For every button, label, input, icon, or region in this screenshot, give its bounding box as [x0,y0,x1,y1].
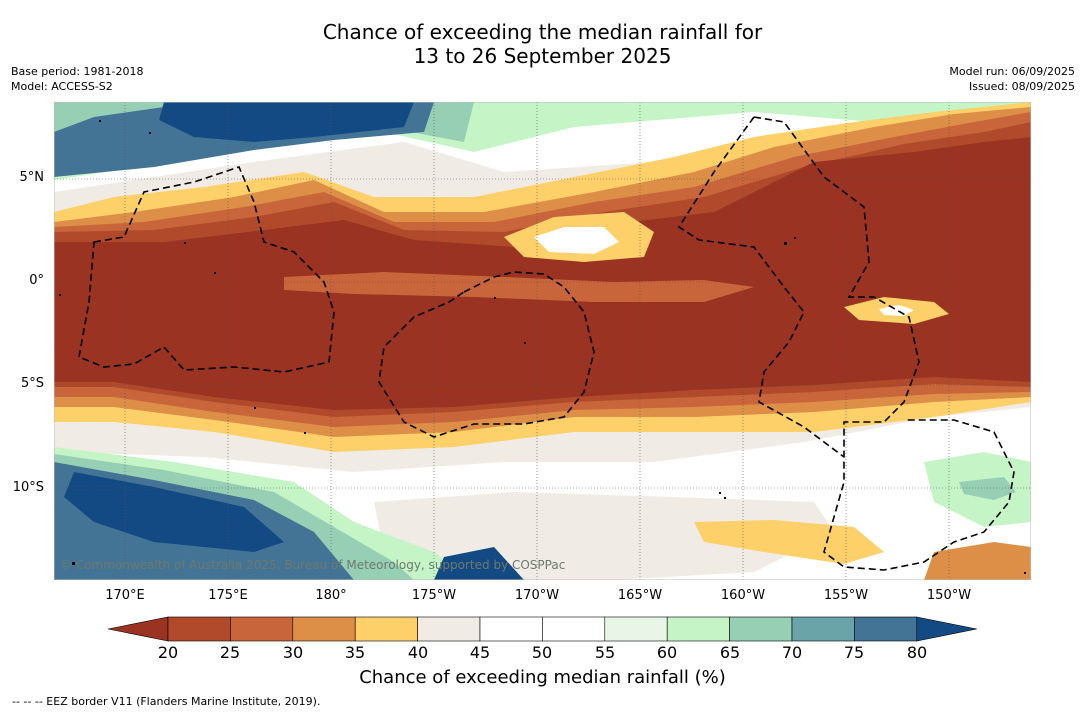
orange-stripe-mid [284,272,754,302]
copyright-notice: © Commonwealth of Australia 2025, Bureau… [60,558,566,572]
colorbar-tick: 45 [469,643,491,662]
issued-date: Issued: 08/09/2025 [968,80,1075,93]
white-patch-east [879,305,914,316]
south-darkblue-small [434,547,524,580]
chart-title: Chance of exceeding the median rainfall … [0,20,1085,68]
colorbar-tick: 75 [843,643,865,662]
colorbar-tick: 55 [594,643,616,662]
lat-label-5s: 5°S [20,376,44,391]
title-line-1: Chance of exceeding the median rainfall … [322,20,763,44]
colorbar-box [729,616,793,642]
eez-borders [78,116,1015,571]
south-teal-patch-east [959,477,1016,500]
north-darkblue [159,102,414,142]
colorbar-box [354,616,418,642]
south-yellow-patch [694,520,884,564]
colorbar-tick: 80 [906,643,928,662]
eez-border-line-islands-west [677,116,845,458]
lon-label-175e: 175°E [208,588,248,603]
lon-label-170e: 170°E [105,588,145,603]
lon-label-165w: 165°W [617,588,663,603]
colorbar-box [230,616,294,642]
lat-label-10s: 10°S [12,480,44,495]
island-markers [59,120,1026,574]
lon-label-180: 180° [315,588,347,603]
model-run: Model run: 06/09/2025 [949,65,1075,78]
eez-border-tuvalu [78,166,335,373]
lon-label-160w: 160°W [720,588,766,603]
colorbar-tick: 50 [531,643,553,662]
eez-border-line-islands [753,116,1015,571]
colorbar-tick: 25 [219,643,241,662]
base-period: Base period: 1981-2018 [11,65,144,78]
eez-legend-note: -- -- -- EEZ border V11 (Flanders Marine… [12,695,321,708]
colorbar-box [292,616,356,642]
colorbar-tick: 35 [344,643,366,662]
colorbar-arrow-high [916,616,977,642]
meta-left: Base period: 1981-2018 Model: ACCESS-S2 [11,64,143,94]
meta-right: Model run: 06/09/2025 Issued: 08/09/2025 [949,64,1075,94]
colorbar-tick: 70 [781,643,803,662]
title-line-2: 13 to 26 September 2025 [413,44,672,68]
colorbar-tick: 20 [157,643,179,662]
lon-label-170w: 170°W [514,588,560,603]
colorbar-box [604,616,668,642]
colorbar-tick: 65 [719,643,741,662]
graticule [54,102,1031,580]
colorbar-box [791,616,855,642]
colorbar-arrow-low [107,616,169,642]
rainfall-map [54,102,1031,580]
colorbar-box [854,616,918,642]
white-patch-center [534,227,619,254]
colorbar [107,616,977,642]
colorbar-box [417,616,481,642]
south-orange-patch-se [924,542,1031,580]
model-name: Model: ACCESS-S2 [11,80,113,93]
colorbar-tick: 60 [656,643,678,662]
colorbar-label: Chance of exceeding median rainfall (%) [359,667,726,688]
colorbar-box [666,616,730,642]
lat-label-0: 0° [29,273,44,288]
lon-label-155w: 155°W [823,588,869,603]
lon-label-150w: 150°W [926,588,972,603]
eez-border-phoenix [378,271,595,438]
south-darkblue-band [64,472,284,552]
lat-label-5n: 5°N [19,170,45,185]
colorbar-box [167,616,231,642]
colorbar-tick: 40 [407,643,429,662]
colorbar-tick: 30 [282,643,304,662]
colorbar-box [479,616,543,642]
lon-label-175w: 175°W [411,588,457,603]
colorbar-box [542,616,606,642]
